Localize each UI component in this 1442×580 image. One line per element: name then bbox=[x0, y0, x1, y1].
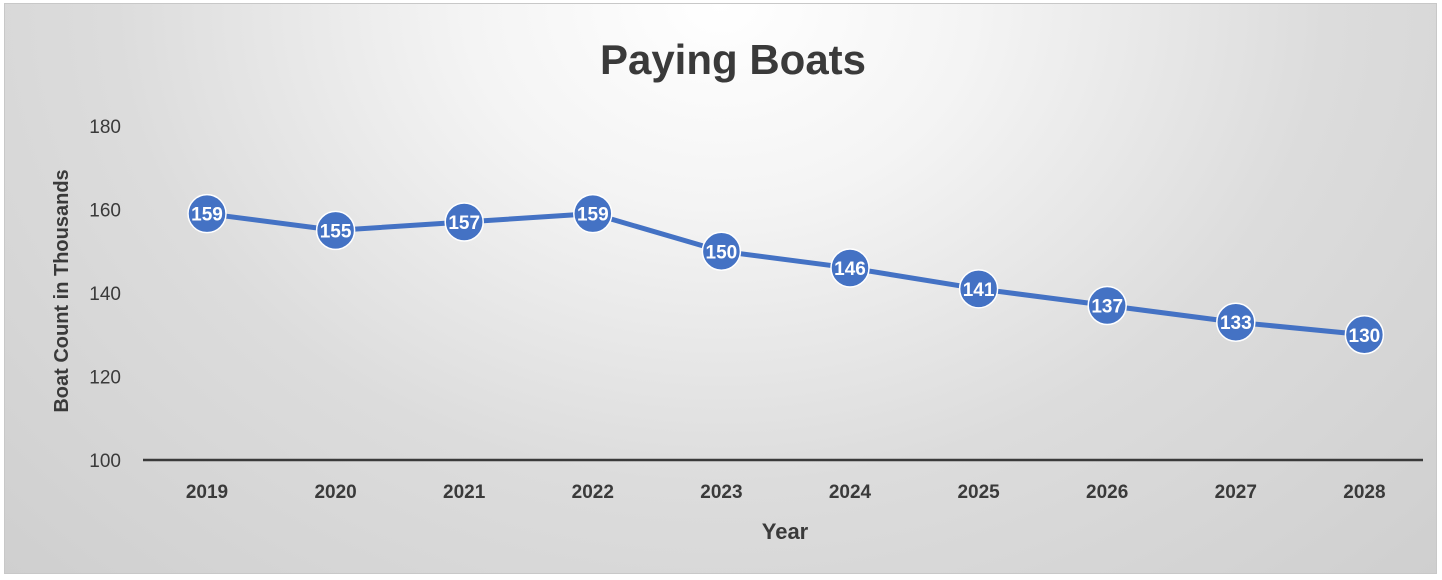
data-point-marker bbox=[187, 193, 227, 234]
x-tick-label: 2028 bbox=[1343, 482, 1385, 503]
line-chart: Paying Boats Boat Count in Thousands Yea… bbox=[51, 36, 1423, 544]
y-tick-labels: 100 120 140 160 180 bbox=[89, 117, 121, 472]
data-label: 155 bbox=[320, 221, 352, 242]
data-label: 133 bbox=[1220, 313, 1252, 334]
data-label: 150 bbox=[706, 242, 738, 263]
y-tick-label: 180 bbox=[89, 117, 121, 138]
x-tick-label: 2019 bbox=[186, 482, 228, 503]
data-label: 137 bbox=[1091, 297, 1123, 318]
data-point-marker bbox=[1087, 285, 1127, 326]
chart-frame: Paying Boats Boat Count in Thousands Yea… bbox=[4, 3, 1437, 574]
data-point-marker bbox=[830, 248, 870, 288]
series-layer bbox=[204, 211, 1367, 338]
x-tick-label: 2026 bbox=[1086, 482, 1128, 503]
x-tick-label: 2024 bbox=[829, 482, 872, 503]
x-tick-label: 2022 bbox=[572, 482, 614, 503]
x-tick-label: 2020 bbox=[314, 482, 356, 503]
data-label: 146 bbox=[834, 259, 866, 280]
data-label: 159 bbox=[191, 205, 223, 226]
y-tick-label: 100 bbox=[89, 451, 121, 472]
marker-layer: 159 155 157 159 150 146 141 137 133 130 bbox=[187, 193, 1385, 355]
data-label: 157 bbox=[448, 213, 480, 234]
y-axis-title: Boat Count in Thousands bbox=[51, 169, 73, 412]
data-label: 130 bbox=[1349, 326, 1381, 347]
data-point-marker bbox=[701, 231, 742, 271]
data-label: 159 bbox=[577, 205, 609, 226]
x-tick-label: 2027 bbox=[1215, 482, 1257, 503]
data-point-marker bbox=[958, 269, 999, 309]
data-label: 141 bbox=[963, 280, 995, 301]
x-axis-title: Year bbox=[762, 519, 809, 544]
chart-title: Paying Boats bbox=[600, 36, 866, 83]
x-tick-label: 2021 bbox=[443, 482, 486, 503]
y-tick-label: 140 bbox=[89, 284, 121, 305]
x-tick-label: 2025 bbox=[957, 482, 1000, 503]
data-point-marker bbox=[444, 202, 484, 242]
x-tick-label: 2023 bbox=[700, 482, 742, 503]
series-line bbox=[204, 211, 1367, 338]
data-point-marker bbox=[315, 210, 356, 251]
data-point-marker bbox=[1216, 302, 1256, 342]
data-point-marker bbox=[573, 193, 613, 234]
data-point-marker bbox=[1344, 315, 1385, 355]
x-tick-labels: 2019 2020 2021 2022 2023 2024 2025 2026 2027 2028 bbox=[186, 482, 1386, 503]
y-tick-label: 120 bbox=[89, 368, 121, 389]
y-tick-label: 160 bbox=[89, 201, 121, 222]
